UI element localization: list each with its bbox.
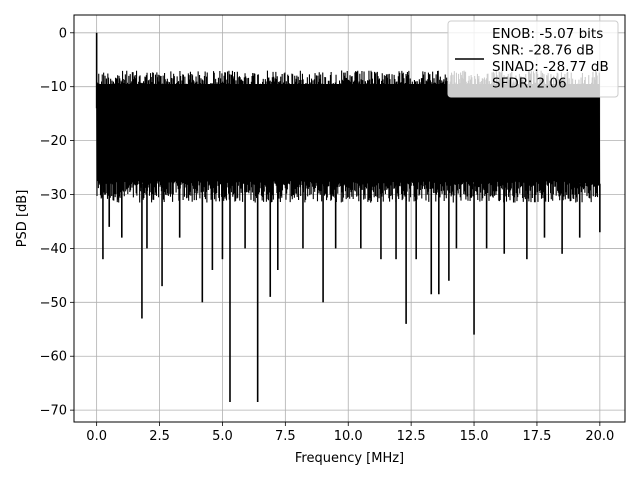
psd-dense-core [96,84,600,173]
legend-entry-line: ENOB: -5.07 bits [492,26,603,42]
x-tick-label: 2.5 [149,429,170,444]
y-tick-label: −10 [40,80,67,95]
y-tick-label: −30 [40,188,67,203]
legend-box [447,20,619,98]
y-tick-label: −50 [40,296,67,311]
x-axis-label: Frequency [MHz] [295,451,404,466]
x-tick-label: 17.5 [522,429,551,444]
legend-entry-line: SINAD: -28.77 dB [492,59,609,75]
y-axis-label: PSD [dB] [15,190,30,248]
axes-frame [73,14,626,423]
x-tick-label: 10.0 [334,429,363,444]
x-tick-label: 7.5 [275,429,296,444]
x-tick-label: 0.0 [86,429,107,444]
legend-entry-line: SNR: -28.76 dB [492,43,594,59]
y-tick-label: −40 [40,242,67,257]
x-tick-label: 5.0 [212,429,233,444]
y-tick-label: 0 [59,26,67,41]
x-tick-label: 12.5 [397,429,426,444]
legend-entry-line: SFDR: 2.06 [492,76,567,92]
x-tick-label: 20.0 [585,429,614,444]
x-tick-label: 15.0 [460,429,489,444]
axis-ticks: 0.0 2.5 5.0 7.5 10.0 12.5 15.0 17.5 20.0 0 −10 −20 −… [40,26,615,444]
y-tick-label: −20 [40,134,67,149]
y-tick-label: −60 [40,350,67,365]
plot-data [95,32,601,403]
y-tick-label: −70 [40,404,67,419]
